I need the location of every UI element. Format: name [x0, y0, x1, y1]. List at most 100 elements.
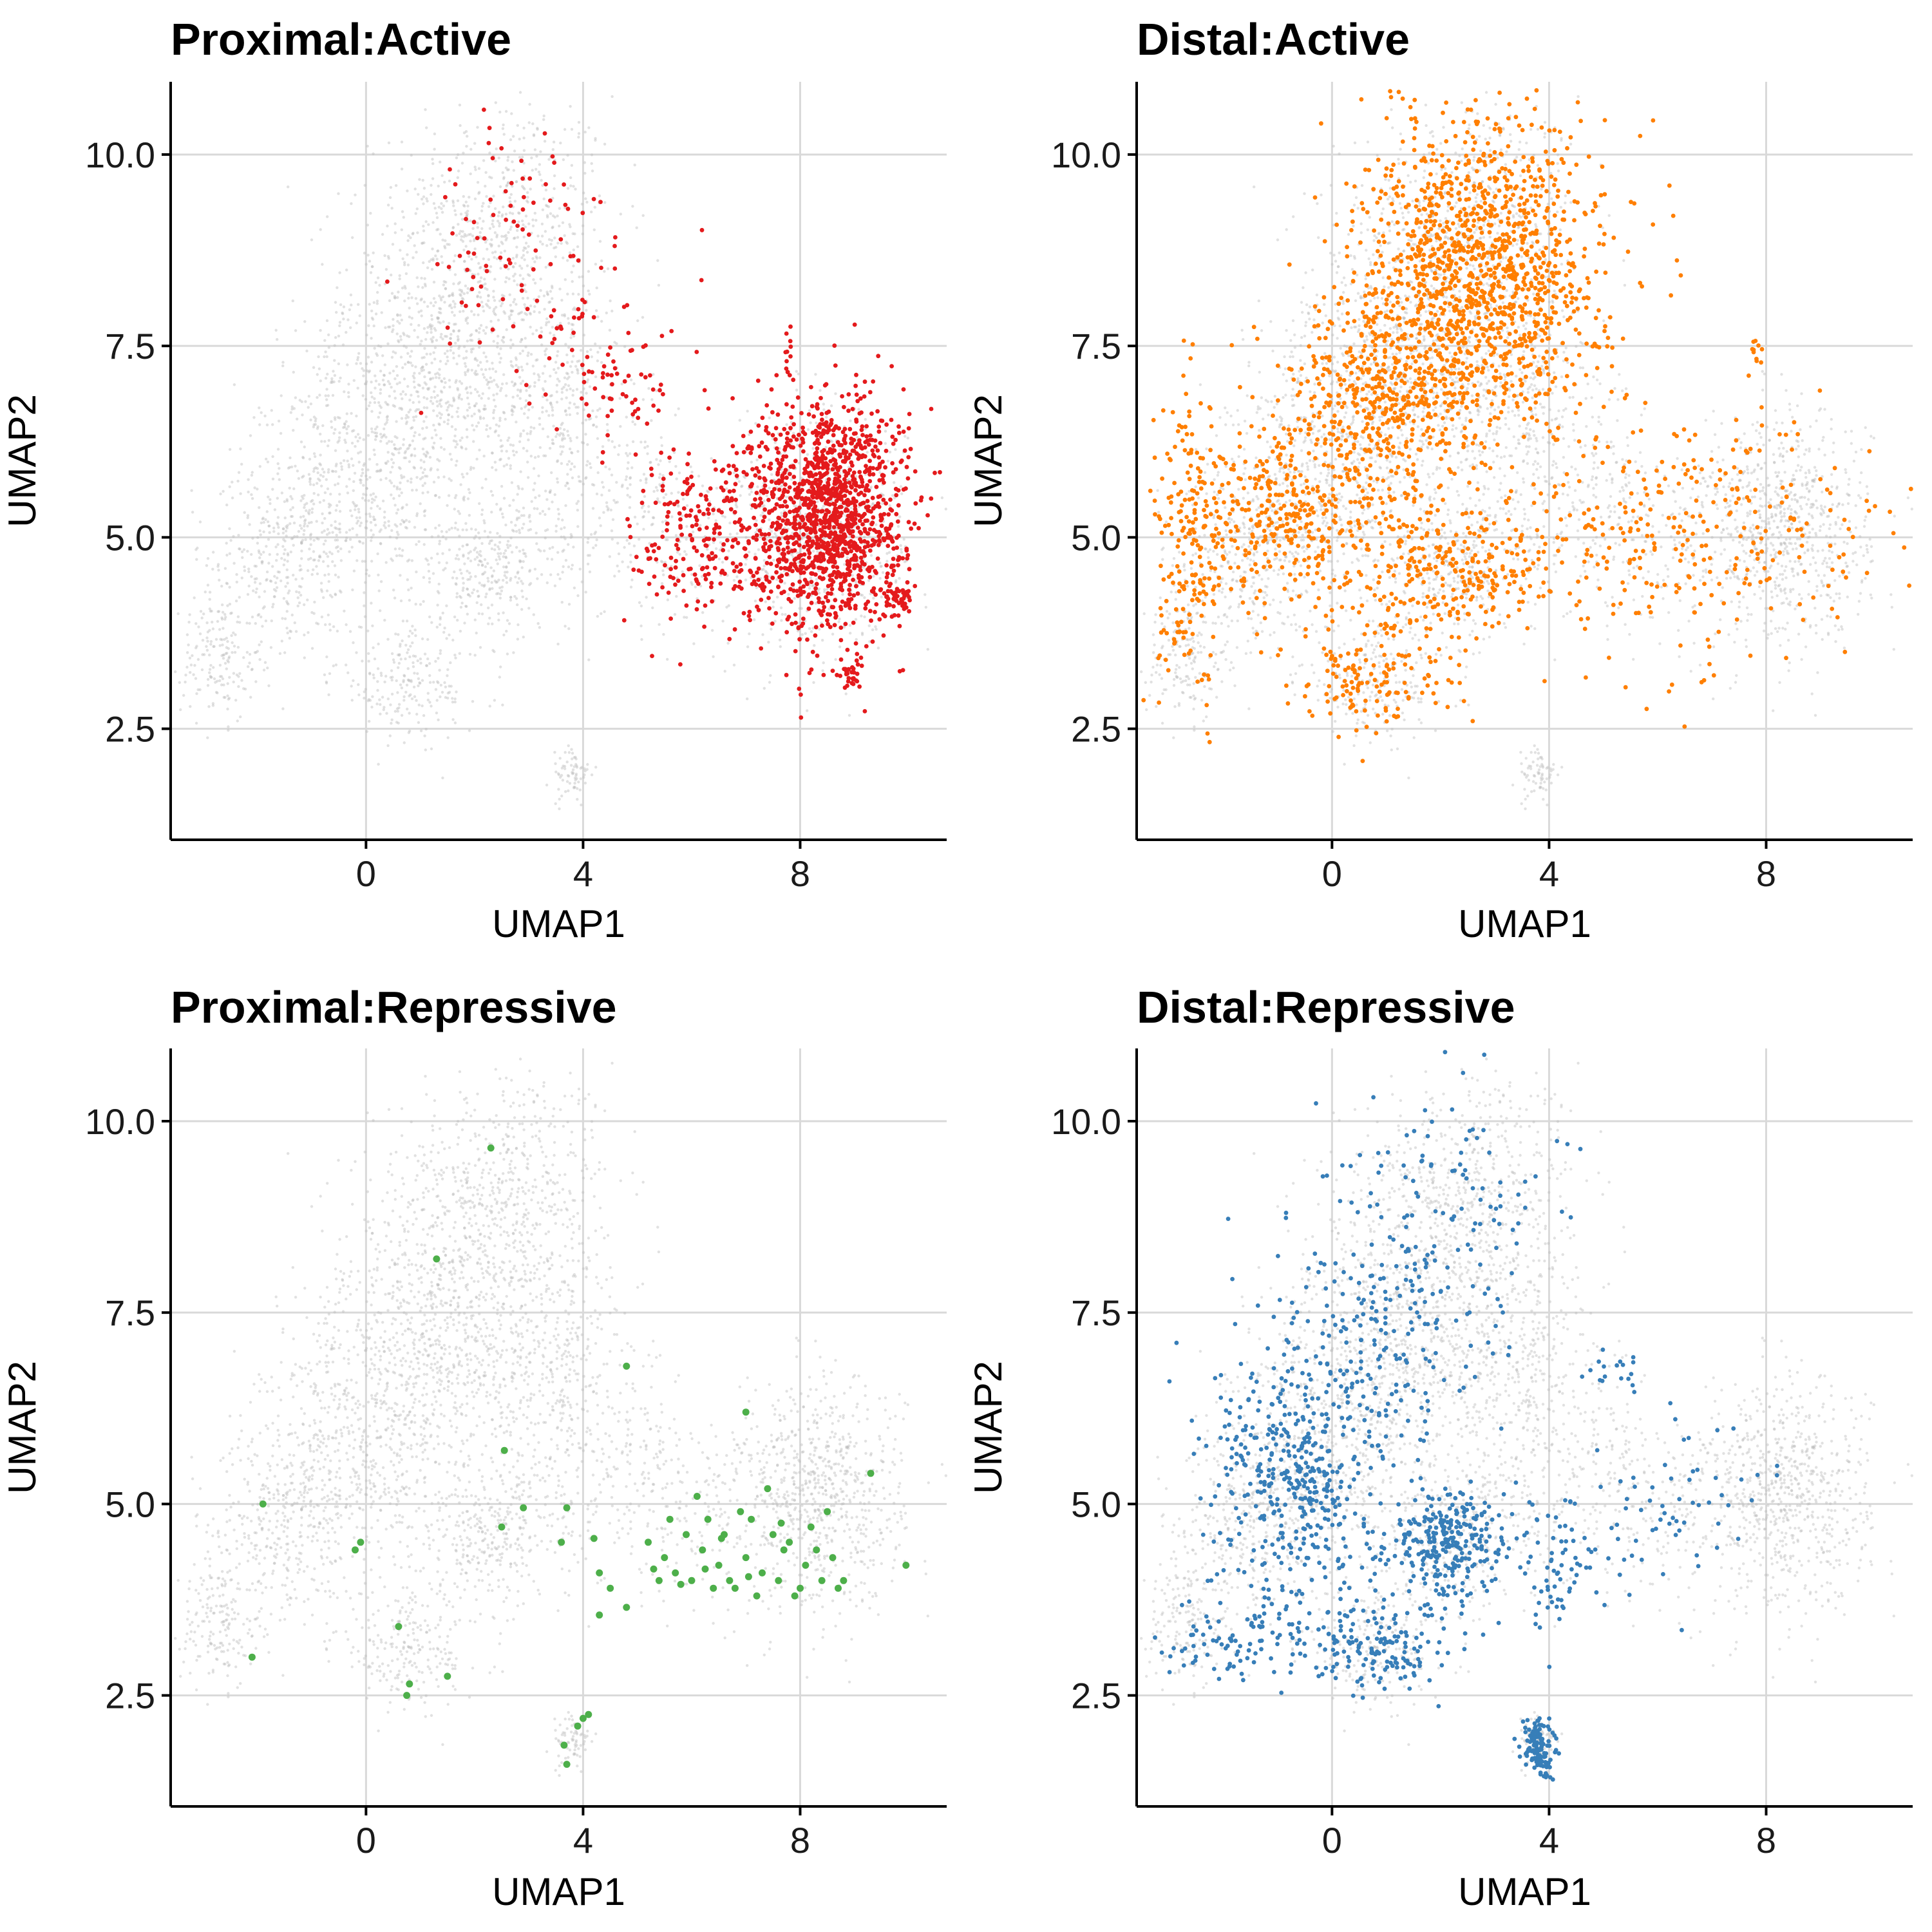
background-point [529, 304, 533, 308]
background-point [631, 205, 634, 208]
background-point [281, 545, 285, 548]
background-point [420, 298, 423, 301]
background-point [398, 321, 401, 325]
background-point [303, 522, 307, 526]
background-point [401, 397, 404, 401]
background-point [218, 578, 221, 582]
background-point [466, 287, 469, 290]
background-point [431, 377, 435, 380]
background-point [427, 223, 430, 226]
background-point [205, 621, 209, 625]
highlight-point [858, 655, 864, 660]
background-point [376, 688, 379, 692]
background-point [488, 227, 492, 230]
background-point [359, 362, 363, 365]
highlight-point [896, 613, 901, 618]
background-point [608, 328, 612, 332]
background-point [554, 245, 558, 249]
background-point [727, 604, 730, 607]
background-point [300, 541, 303, 544]
background-point [519, 470, 522, 473]
background-point [453, 507, 456, 511]
background-point [417, 684, 420, 688]
background-point [352, 679, 355, 683]
background-point [501, 213, 504, 216]
background-point [372, 533, 375, 536]
background-point [384, 561, 388, 564]
background-point [544, 323, 548, 327]
background-point [238, 547, 242, 551]
background-point [650, 419, 653, 422]
background-point [553, 751, 556, 754]
background-point [601, 480, 604, 484]
background-point [451, 225, 455, 229]
background-point [417, 677, 421, 681]
background-point [561, 437, 564, 440]
background-point [379, 703, 382, 706]
background-point [458, 512, 461, 515]
highlight-point [779, 578, 784, 583]
background-point [509, 536, 513, 540]
background-point [435, 339, 439, 342]
background-point [459, 213, 463, 216]
background-point [318, 478, 321, 482]
background-point [226, 694, 229, 697]
background-point [501, 171, 504, 175]
background-point [413, 372, 416, 375]
highlight-point [770, 575, 775, 580]
background-point [430, 337, 433, 341]
background-point [346, 425, 350, 428]
background-point [355, 504, 359, 507]
background-point [460, 162, 464, 165]
background-point [500, 294, 504, 297]
background-point [189, 705, 192, 708]
background-point [296, 604, 299, 608]
background-point [711, 629, 714, 632]
background-point [464, 317, 468, 321]
background-point [577, 781, 580, 784]
background-point [426, 388, 430, 391]
background-point [490, 451, 494, 455]
background-point [809, 421, 812, 424]
background-point [412, 419, 415, 422]
background-point [426, 451, 430, 455]
background-point [566, 372, 569, 375]
background-point [455, 234, 459, 237]
background-point [469, 466, 473, 469]
background-point [305, 349, 308, 353]
background-point [397, 533, 400, 536]
background-point [899, 485, 903, 488]
background-point [430, 396, 433, 399]
background-point [282, 538, 285, 541]
background-point [370, 337, 373, 340]
background-point [346, 459, 349, 462]
background-point [561, 421, 564, 425]
background-point [505, 463, 509, 466]
background-point [424, 284, 427, 288]
background-point [457, 406, 460, 410]
background-point [754, 422, 757, 425]
background-point [395, 436, 399, 439]
background-point [435, 433, 438, 437]
background-point [338, 531, 342, 534]
background-point [391, 559, 394, 562]
background-point [427, 563, 430, 566]
background-point [599, 524, 602, 527]
background-point [544, 265, 547, 269]
background-point [855, 581, 858, 585]
background-point [670, 491, 674, 495]
background-point [309, 533, 313, 536]
background-point [333, 359, 336, 362]
background-point [477, 531, 480, 535]
background-point [327, 580, 330, 583]
background-point [706, 547, 709, 551]
background-point [677, 491, 680, 494]
background-point [346, 450, 349, 453]
background-point [502, 552, 506, 555]
highlight-point [880, 459, 885, 464]
background-point [285, 600, 289, 603]
background-point [454, 656, 457, 659]
background-point [770, 473, 773, 476]
background-point [415, 302, 419, 305]
background-point [437, 591, 440, 594]
